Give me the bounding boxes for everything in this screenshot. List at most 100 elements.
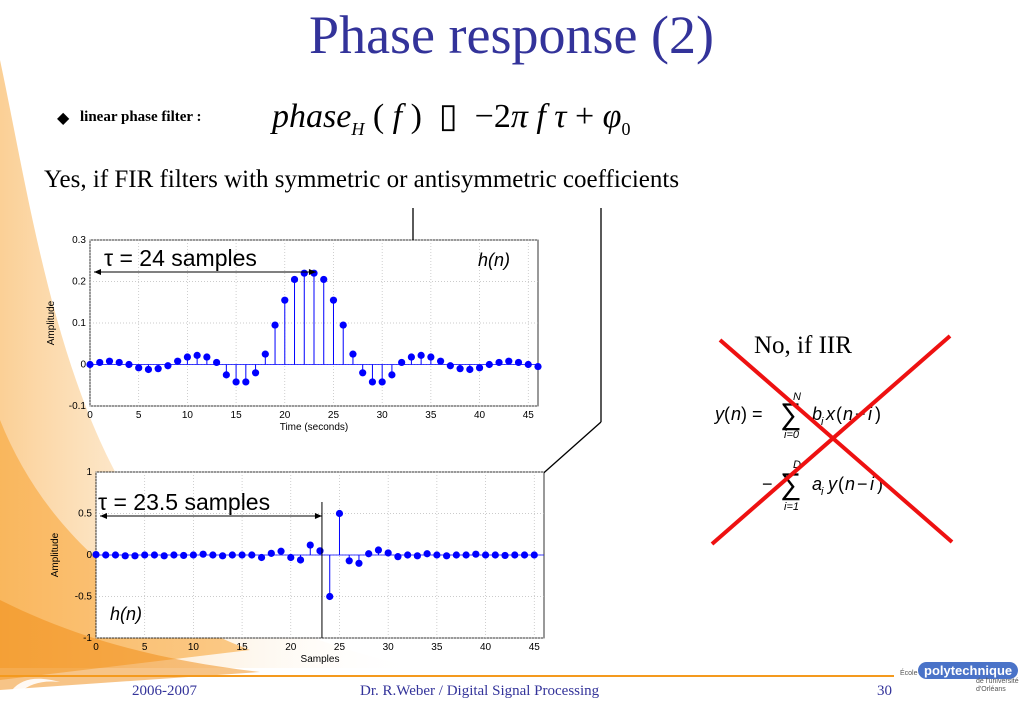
data-point [219,552,227,560]
x-tick-label: 25 [328,410,340,421]
diamond-bullet-icon: ◆ [57,110,70,127]
x-tick-label: 35 [425,410,437,421]
data-point [296,556,305,564]
data-point [452,551,460,559]
svg-text:i: i [821,416,824,428]
svg-text:i: i [868,404,873,424]
logo-badge: polytechnique [918,662,1019,679]
data-point [160,552,168,560]
data-point [359,369,367,377]
data-point [462,551,470,559]
data-point [135,364,143,372]
data-point [398,358,406,367]
data-point [326,592,334,601]
data-point [384,549,392,557]
x-tick-label: 35 [431,642,443,653]
data-point [320,275,328,284]
data-point [257,553,266,562]
data-point [203,353,211,361]
polytechnique-logo: École polytechnique de l'université d'Or… [896,662,1019,693]
y-tick-label: 0 [86,550,92,561]
red-cross-line-1 [718,338,954,544]
data-point [427,353,435,361]
y-tick-label: 0.2 [72,277,86,288]
svg-text:(: ( [724,404,730,424]
data-point [248,551,256,559]
data-point [111,551,120,559]
data-point [378,378,386,386]
y-tick-label: 0.1 [72,318,86,329]
y-tick-label: 1 [86,467,92,478]
data-point [339,321,347,329]
data-point [193,351,201,359]
data-point [345,557,353,565]
data-point [300,269,308,277]
x-tick-label: 10 [188,642,200,653]
data-point [466,365,474,374]
svg-text:i: i [870,474,875,494]
data-point [180,551,188,560]
data-point [501,551,509,560]
data-point [150,551,159,559]
tau-label: τ = 23.5 samples [98,489,270,515]
data-point [105,357,114,365]
data-point [443,552,451,560]
impulse-response-chart-2: 0 5 10 15 20 25 30 35 40 45 -1 -0.5 0 0.5 1 Samples Ampl… [50,467,545,665]
data-point [222,371,230,379]
x-tick-label: 45 [523,410,535,421]
svg-text:b: b [812,404,822,424]
data-point [329,296,338,304]
data-point [355,559,363,567]
data-point [86,360,94,369]
tau-arrowhead-left [94,269,101,275]
data-point [238,551,246,559]
university-logo-icon [8,672,64,696]
y-tick-label: 0.3 [72,235,86,246]
x-tick-label: 10 [182,410,194,421]
data-point [183,353,191,361]
data-point [154,365,162,373]
data-point [267,549,275,557]
y-tick-label: -0.5 [75,592,93,603]
data-point [277,547,285,555]
data-point [115,358,123,367]
y-axis-label: Amplitude [46,300,57,345]
data-point [271,321,279,329]
data-point [306,541,314,549]
x-tick-label: 40 [474,410,486,421]
h-of-n-label: h(n) [478,250,510,270]
x-tick-label: 5 [136,410,142,421]
x-tick-label: 0 [87,410,93,421]
svg-text:a: a [812,474,822,494]
data-point [287,553,295,562]
footer-date: 2006-2007 [132,683,197,699]
data-point [368,378,377,386]
svg-text:) =: ) = [741,404,763,424]
red-cross-line-2 [710,334,952,546]
tau-arrowhead-left [100,513,107,519]
data-point [316,547,324,555]
svg-text:x: x [825,404,836,424]
data-point [413,552,421,560]
data-point [472,550,480,558]
svg-text:i: i [821,486,824,498]
data-point [228,551,236,559]
data-point [495,358,503,367]
sum-upper-d: D [793,459,801,471]
data-point [456,365,464,373]
data-point [404,551,412,559]
data-point [534,362,542,371]
x-axis-label: Samples [301,654,340,665]
data-point [388,371,396,379]
x-tick-label: 25 [334,642,346,653]
tau-label: τ = 24 samples [104,245,257,271]
data-point [281,296,289,304]
data-point [437,357,445,365]
logo-ecole-text: École [900,670,918,677]
data-point [102,551,110,559]
data-point [174,357,182,365]
svg-text:y: y [713,404,725,424]
data-point [530,551,538,559]
x-axis-label: Time (seconds) [280,422,349,433]
